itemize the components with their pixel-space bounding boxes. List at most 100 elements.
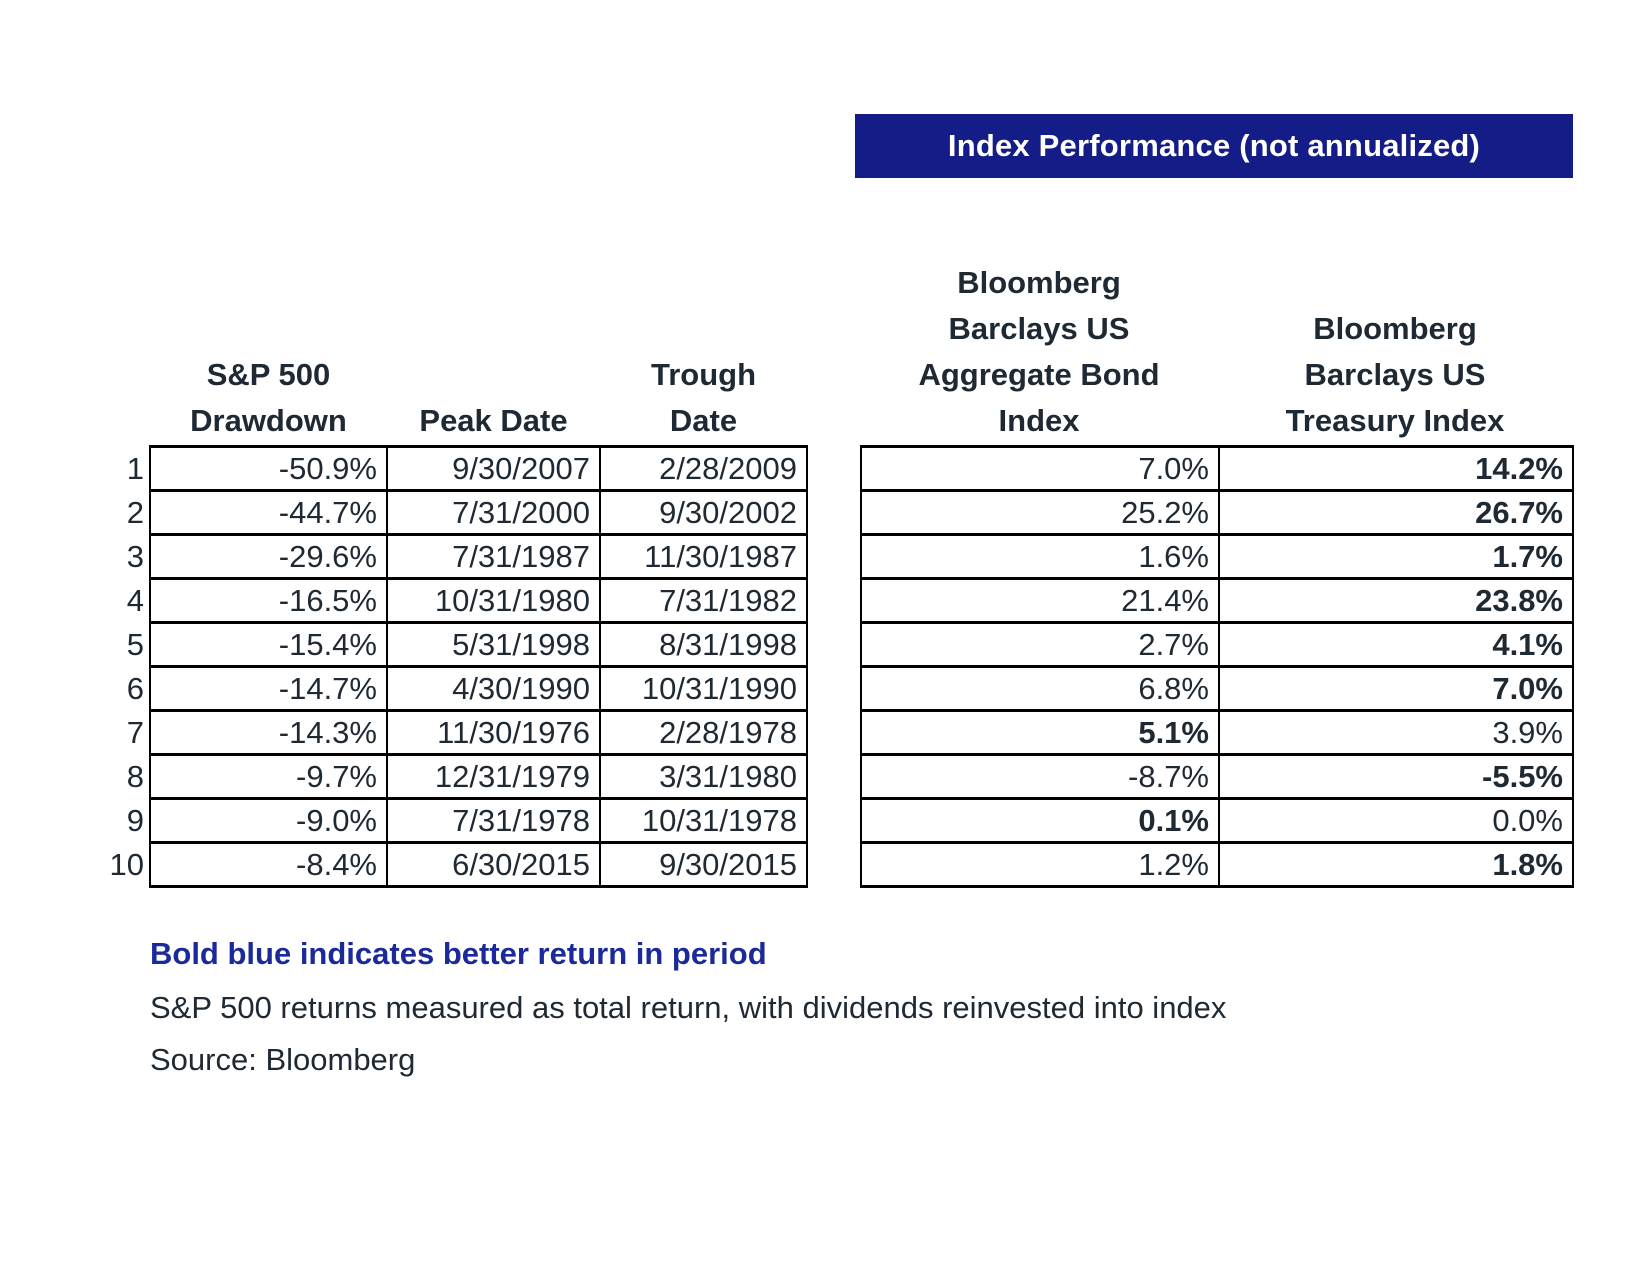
cell-drawdown: -44.7%	[149, 489, 388, 536]
drawdown-table-row: 5 -15.4% 5/31/1998 8/31/1998	[108, 621, 808, 668]
cell-aggregate-bond-return: 1.6%	[860, 533, 1220, 580]
row-rank: 8	[126, 758, 144, 794]
cell-trough-date: 3/31/1980	[599, 753, 808, 800]
performance-table-row: 1.6% 1.7%	[860, 533, 1574, 580]
header-line: Drawdown	[190, 403, 347, 438]
drawdown-table-row: 2 -44.7% 7/31/2000 9/30/2002	[108, 489, 808, 536]
index-performance-banner: Index Performance (not annualized)	[855, 114, 1573, 178]
cell-treasury-return: 23.8%	[1218, 577, 1574, 624]
drawdown-table-row: 8 -9.7% 12/31/1979 3/31/1980	[108, 753, 808, 800]
cell-trough-date: 10/31/1978	[599, 797, 808, 844]
row-rank: 5	[126, 626, 144, 662]
row-rank: 2	[126, 494, 144, 530]
header-line: Index	[998, 403, 1080, 438]
drawdown-table-row: 3 -29.6% 7/31/1987 11/30/1987	[108, 533, 808, 580]
performance-table-row: 7.0% 14.2%	[860, 445, 1574, 492]
legend-note: Bold blue indicates better return in per…	[150, 936, 767, 971]
performance-table-row: 25.2% 26.7%	[860, 489, 1574, 536]
performance-table-row: 5.1% 3.9%	[860, 709, 1574, 756]
row-rank: 6	[126, 670, 144, 706]
cell-aggregate-bond-return: 21.4%	[860, 577, 1220, 624]
cell-peak-date: 4/30/1990	[386, 665, 601, 712]
column-header-peak-date: Peak Date	[387, 398, 600, 444]
row-rank: 1	[126, 450, 144, 486]
cell-drawdown: -15.4%	[149, 621, 388, 668]
column-header-treasury-index: Bloomberg Barclays US Treasury Index	[1218, 306, 1572, 444]
cell-aggregate-bond-return: 2.7%	[860, 621, 1220, 668]
cell-treasury-return: 0.0%	[1218, 797, 1574, 844]
row-rank: 9	[126, 802, 144, 838]
drawdown-table-row: 9 -9.0% 7/31/1978 10/31/1978	[108, 797, 808, 844]
cell-trough-date: 9/30/2015	[599, 841, 808, 888]
cell-drawdown: -14.3%	[149, 709, 388, 756]
performance-table-row: 0.1% 0.0%	[860, 797, 1574, 844]
column-header-trough-date: Trough Date	[600, 352, 807, 444]
cell-treasury-return: 3.9%	[1218, 709, 1574, 756]
cell-peak-date: 10/31/1980	[386, 577, 601, 624]
cell-trough-date: 8/31/1998	[599, 621, 808, 668]
source-note: Source: Bloomberg	[150, 1042, 416, 1077]
drawdown-table-row: 6 -14.7% 4/30/1990 10/31/1990	[108, 665, 808, 712]
methodology-note: S&P 500 returns measured as total return…	[150, 990, 1227, 1025]
header-line: Treasury Index	[1285, 403, 1505, 438]
cell-peak-date: 11/30/1976	[386, 709, 601, 756]
cell-peak-date: 7/31/2000	[386, 489, 601, 536]
cell-aggregate-bond-return: 5.1%	[860, 709, 1220, 756]
cell-treasury-return: 14.2%	[1218, 445, 1574, 492]
header-line: Trough	[650, 357, 757, 392]
cell-peak-date: 5/31/1998	[386, 621, 601, 668]
header-line: S&P 500	[206, 357, 331, 392]
cell-aggregate-bond-return: 25.2%	[860, 489, 1220, 536]
header-line: Peak Date	[419, 403, 568, 438]
drawdown-table-row: 4 -16.5% 10/31/1980 7/31/1982	[108, 577, 808, 624]
cell-drawdown: -8.4%	[149, 841, 388, 888]
cell-peak-date: 7/31/1987	[386, 533, 601, 580]
drawdown-table-row: 10 -8.4% 6/30/2015 9/30/2015	[108, 841, 808, 888]
header-line: Bloomberg	[1313, 311, 1477, 346]
header-line: Date	[669, 403, 738, 438]
cell-peak-date: 6/30/2015	[386, 841, 601, 888]
performance-table-row: 2.7% 4.1%	[860, 621, 1574, 668]
header-line: Barclays US	[948, 311, 1130, 346]
cell-trough-date: 7/31/1982	[599, 577, 808, 624]
cell-peak-date: 9/30/2007	[386, 445, 601, 492]
cell-drawdown: -9.0%	[149, 797, 388, 844]
header-line: Bloomberg	[957, 265, 1121, 300]
cell-aggregate-bond-return: -8.7%	[860, 753, 1220, 800]
performance-table-row: 1.2% 1.8%	[860, 841, 1574, 888]
header-line: Aggregate Bond	[918, 357, 1160, 392]
performance-table-row: 6.8% 7.0%	[860, 665, 1574, 712]
cell-drawdown: -9.7%	[149, 753, 388, 800]
column-header-aggregate-bond-index: Bloomberg Barclays US Aggregate Bond Ind…	[860, 260, 1218, 444]
row-rank: 7	[126, 714, 144, 750]
cell-trough-date: 2/28/2009	[599, 445, 808, 492]
cell-aggregate-bond-return: 6.8%	[860, 665, 1220, 712]
cell-drawdown: -14.7%	[149, 665, 388, 712]
column-header-sp500-drawdown: S&P 500 Drawdown	[150, 352, 387, 444]
cell-trough-date: 11/30/1987	[599, 533, 808, 580]
cell-trough-date: 2/28/1978	[599, 709, 808, 756]
banner-title: Index Performance (not annualized)	[947, 128, 1481, 163]
drawdown-table-row: 1 -50.9% 9/30/2007 2/28/2009	[108, 445, 808, 492]
cell-treasury-return: 26.7%	[1218, 489, 1574, 536]
cell-aggregate-bond-return: 0.1%	[860, 797, 1220, 844]
cell-aggregate-bond-return: 7.0%	[860, 445, 1220, 492]
cell-treasury-return: 1.7%	[1218, 533, 1574, 580]
performance-table-row: 21.4% 23.8%	[860, 577, 1574, 624]
row-rank: 4	[126, 582, 144, 618]
performance-table-row: -8.7% -5.5%	[860, 753, 1574, 800]
index-performance-table: 7.0% 14.2% 25.2% 26.7% 1.6% 1.7% 21.4% 2…	[860, 445, 1574, 888]
cell-drawdown: -29.6%	[149, 533, 388, 580]
row-rank: 10	[109, 846, 144, 882]
cell-trough-date: 10/31/1990	[599, 665, 808, 712]
cell-drawdown: -50.9%	[149, 445, 388, 492]
cell-trough-date: 9/30/2002	[599, 489, 808, 536]
cell-peak-date: 7/31/1978	[386, 797, 601, 844]
cell-peak-date: 12/31/1979	[386, 753, 601, 800]
cell-treasury-return: 1.8%	[1218, 841, 1574, 888]
cell-drawdown: -16.5%	[149, 577, 388, 624]
row-rank: 3	[126, 538, 144, 574]
cell-treasury-return: 4.1%	[1218, 621, 1574, 668]
header-line: Barclays US	[1304, 357, 1486, 392]
